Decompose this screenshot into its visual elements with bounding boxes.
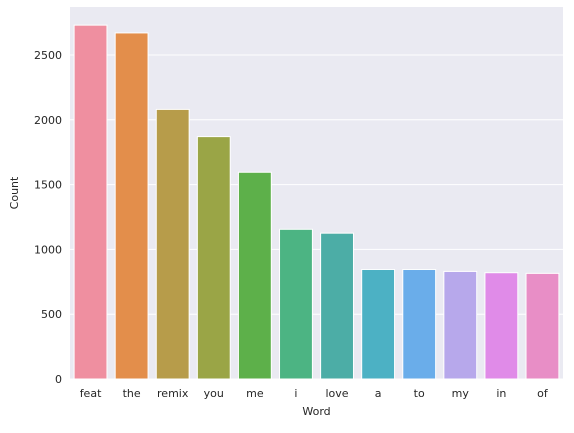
bar-my bbox=[443, 270, 478, 380]
x-tick-label: in bbox=[496, 387, 506, 400]
x-tick-label: me bbox=[246, 387, 264, 400]
x-tick-label: the bbox=[123, 387, 141, 400]
y-axis-ticks: 0 500 1000 1500 2000 2500 bbox=[34, 49, 62, 386]
bar-in bbox=[484, 272, 519, 380]
bar-to bbox=[402, 268, 437, 380]
y-tick-label: 1500 bbox=[34, 179, 62, 192]
y-axis-label: Count bbox=[8, 176, 21, 209]
x-tick-label: i bbox=[294, 387, 297, 400]
bar-the bbox=[114, 32, 149, 380]
bar-of bbox=[525, 272, 560, 380]
x-tick-label: a bbox=[375, 387, 382, 400]
bar-me bbox=[237, 171, 272, 380]
x-axis-ticks: feat the remix you me i love a to my in of bbox=[80, 387, 549, 400]
y-tick-label: 0 bbox=[55, 373, 62, 386]
x-tick-label: feat bbox=[80, 387, 102, 400]
bar-love bbox=[320, 232, 354, 380]
bar-feat bbox=[73, 24, 108, 380]
x-tick-label: you bbox=[204, 387, 224, 400]
y-tick-label: 2000 bbox=[34, 114, 62, 127]
x-tick-label: my bbox=[452, 387, 470, 400]
y-tick-label: 500 bbox=[41, 308, 62, 321]
bar-you bbox=[196, 136, 231, 380]
y-tick-label: 1000 bbox=[34, 243, 62, 256]
bar-a bbox=[361, 268, 396, 380]
x-axis-label: Word bbox=[302, 405, 330, 418]
plot-background bbox=[70, 7, 563, 379]
y-tick-label: 2500 bbox=[34, 49, 62, 62]
grid-lines bbox=[70, 54, 563, 380]
bar-remix bbox=[155, 108, 190, 380]
x-tick-label: of bbox=[537, 387, 549, 400]
bars bbox=[73, 24, 560, 380]
x-tick-label: love bbox=[326, 387, 349, 400]
bar-i bbox=[279, 228, 313, 380]
x-tick-label: remix bbox=[157, 387, 189, 400]
x-tick-label: to bbox=[414, 387, 425, 400]
